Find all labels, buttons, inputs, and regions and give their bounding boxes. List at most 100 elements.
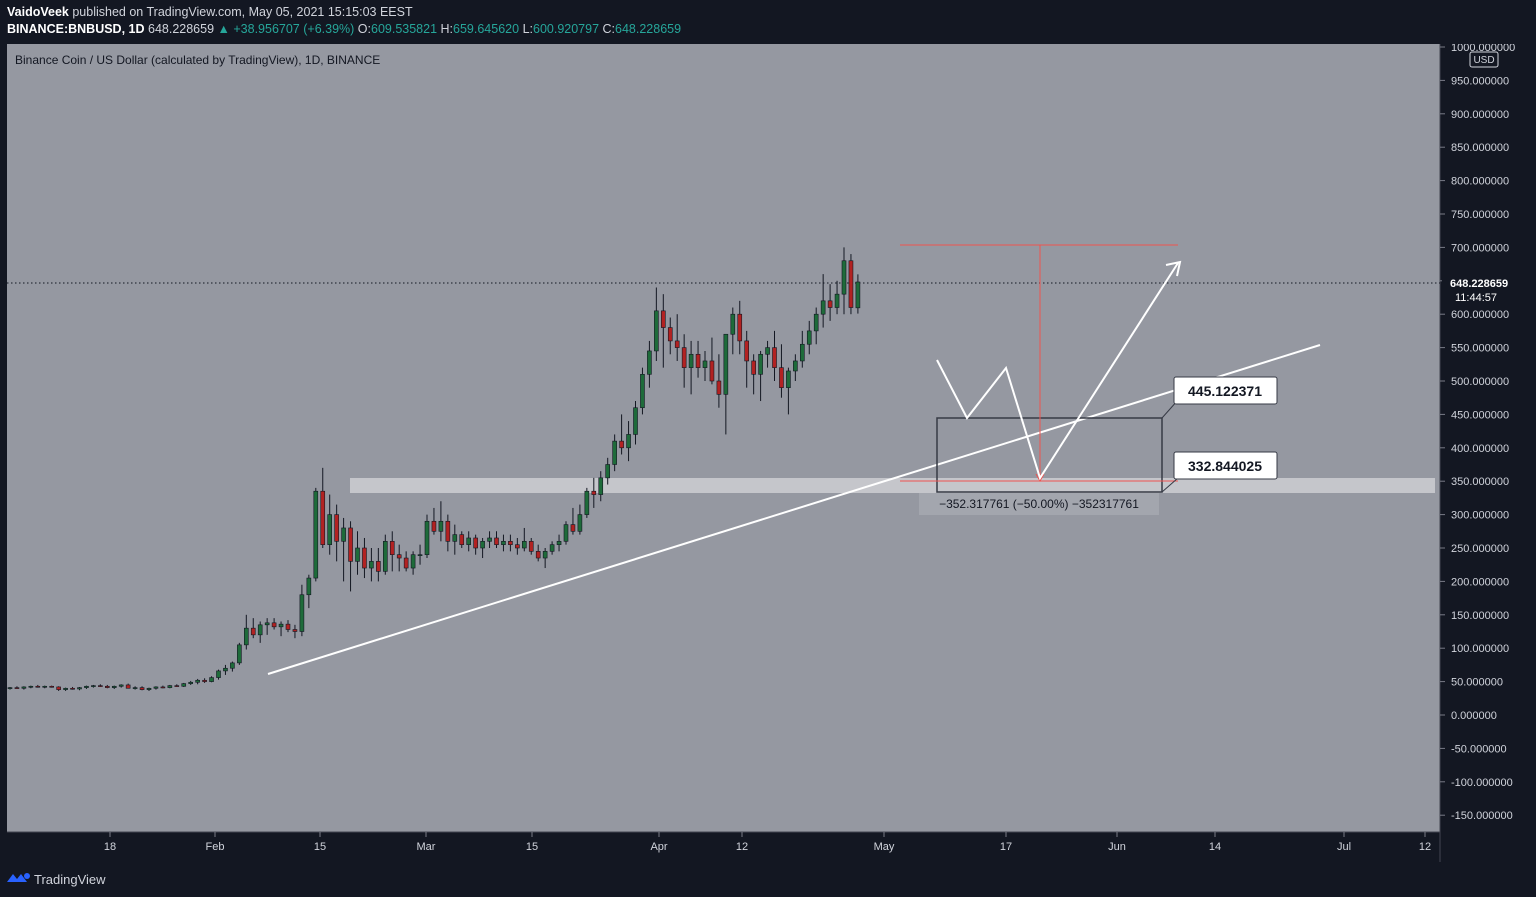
candle-body [598,477,604,495]
candle [28,685,34,689]
candle [382,534,388,575]
candle-body [188,681,193,684]
candle [751,354,756,395]
candle [577,504,583,535]
candle-body [577,514,583,532]
currency-badge-label: USD [1473,55,1494,66]
candle [313,487,319,582]
candle-body [660,310,666,328]
candle [709,337,715,385]
candle [125,683,131,689]
candle [654,287,659,361]
candle [202,678,207,683]
tradingview-logo-icon[interactable] [7,872,31,886]
candle [63,687,68,691]
candle-body [244,627,249,646]
author-name[interactable]: VaidoVeek [7,5,69,19]
footer-brand[interactable]: TradingView [34,872,106,887]
candle [640,367,645,415]
candle [334,504,339,562]
candle-body [49,685,55,688]
candle-body [306,577,312,596]
candle-body [70,687,75,690]
y-tick-label: 300.000000 [1451,510,1509,522]
candle-body [501,541,506,545]
last-value: 648.228659 [148,22,215,36]
candle-body [77,687,82,690]
candle-body [424,520,430,555]
candle-body [292,629,298,632]
candle [515,537,520,555]
price-range-box[interactable] [936,417,1163,493]
candle [167,684,173,689]
x-tick-label: Jul [1337,841,1351,853]
projection-path[interactable] [936,262,1179,481]
candle-body [542,551,548,559]
candle-body [702,360,708,368]
candle [348,521,353,592]
candle-body [737,313,743,342]
callout-top-box[interactable] [1173,376,1278,405]
candle-body [480,541,485,549]
candle-body [278,623,284,628]
x-tick-label: 17 [1000,841,1012,853]
candle-body [28,685,34,688]
candle [320,467,326,548]
candle [292,624,298,639]
currency-badge[interactable] [1469,51,1499,68]
candle-body [410,554,416,569]
candle-body [751,360,756,375]
ascending-support-line[interactable] [267,344,1321,675]
y-tick-label: 800.000000 [1451,176,1509,188]
y-tick-label: 500.000000 [1451,376,1509,388]
candle-body [487,537,492,542]
price-scale[interactable] [1440,44,1536,832]
candle-body [42,685,48,688]
candle [459,531,465,548]
callout-bottom-box[interactable] [1173,451,1278,480]
candle [424,514,430,559]
x-tick-label: 15 [314,841,326,853]
candle [806,320,812,355]
candle-body [779,367,784,388]
candle-body [132,687,138,689]
candle-body [494,537,499,545]
candle [542,548,548,569]
candle-body [647,350,652,375]
candle [70,686,75,690]
x-tick-label: May [874,841,895,853]
time-scale[interactable] [7,832,1440,862]
candle [702,350,708,381]
candle [244,614,249,650]
y-tick-label: 1000.000000 [1451,42,1515,54]
candle [674,314,680,361]
candle [209,676,214,683]
candle-body [549,544,555,552]
symbol-label[interactable]: BINANCE:BNBUSD, 1D [7,22,145,36]
bar-countdown: 11:44:57 [1455,292,1497,304]
publish-header: VaidoVeek published on TradingView.com, … [0,0,1536,44]
candle-body [521,541,527,549]
candle-body [376,561,381,572]
callout-bottom-label: 332.844025 [1188,458,1262,474]
candle [660,294,666,368]
candle-body [535,551,541,559]
candle [612,434,617,472]
candle-body [528,541,534,552]
candle-body [105,685,110,688]
candle [7,686,13,690]
candle-body [153,686,159,689]
candle-body [834,293,840,308]
candle-body [91,685,96,687]
candle [91,684,96,688]
candle [786,367,791,415]
chart-title: Binance Coin / US Dollar (calculated by … [15,53,380,67]
candle-body [515,544,520,549]
candle [146,687,152,691]
candle-body [681,347,687,368]
support-zone[interactable] [350,478,1435,493]
candle [139,686,145,691]
projection-arrow-icon [1165,260,1182,277]
candle-body [674,340,680,348]
